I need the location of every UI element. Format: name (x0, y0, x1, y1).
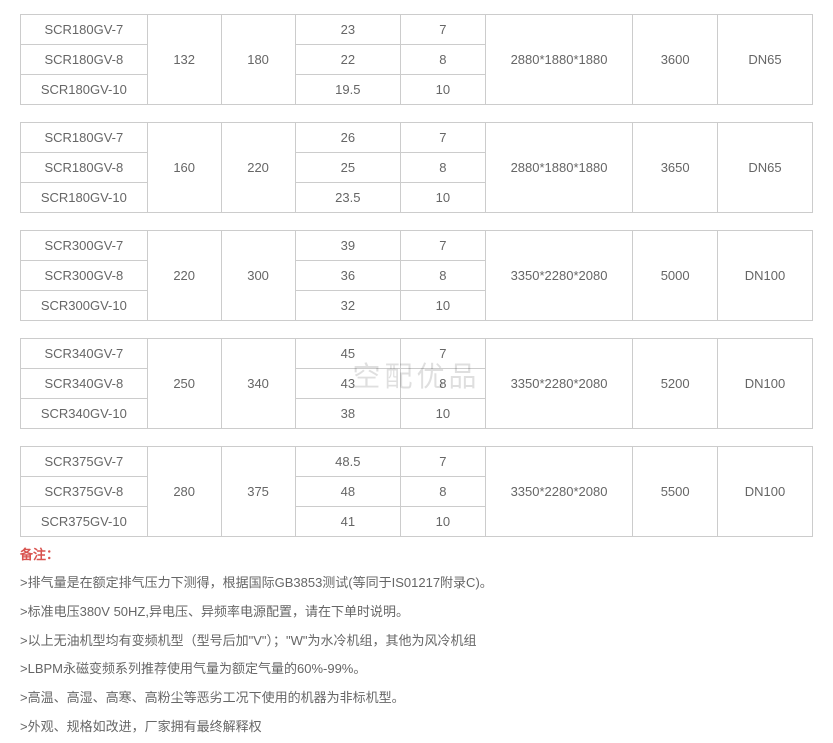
cell-model: SCR300GV-10 (21, 290, 148, 320)
cell-flow: 43 (295, 368, 401, 398)
notes-section: 备注： >排气量是在额定排气压力下测得，根据国际GB3853测试(等同于IS01… (0, 537, 833, 740)
cell-model: SCR375GV-8 (21, 476, 148, 506)
cell-power: 280 (147, 446, 221, 536)
cell-model: SCR375GV-7 (21, 446, 148, 476)
cell-connection: DN100 (717, 446, 812, 536)
cell-model: SCR180GV-10 (21, 74, 148, 104)
cell-dimensions: 2880*1880*1880 (485, 14, 633, 104)
cell-hp: 375 (221, 446, 295, 536)
note-line: >高温、高湿、高寒、高粉尘等恶劣工况下使用的机器为非标机型。 (20, 686, 813, 711)
cell-power: 160 (147, 122, 221, 212)
cell-flow: 23 (295, 14, 401, 44)
cell-pressure: 7 (401, 230, 485, 260)
cell-flow: 38 (295, 398, 401, 428)
cell-pressure: 10 (401, 290, 485, 320)
cell-weight: 3650 (633, 122, 717, 212)
cell-connection: DN100 (717, 338, 812, 428)
cell-model: SCR180GV-10 (21, 182, 148, 212)
cell-pressure: 10 (401, 182, 485, 212)
cell-flow: 19.5 (295, 74, 401, 104)
cell-pressure: 7 (401, 122, 485, 152)
cell-pressure: 8 (401, 152, 485, 182)
cell-connection: DN65 (717, 122, 812, 212)
cell-pressure: 10 (401, 506, 485, 536)
note-line: >排气量是在额定排气压力下测得，根据国际GB3853测试(等同于IS01217附… (20, 571, 813, 596)
cell-model: SCR300GV-7 (21, 230, 148, 260)
spacer-row (21, 320, 813, 338)
cell-pressure: 8 (401, 476, 485, 506)
cell-flow: 26 (295, 122, 401, 152)
note-line: >以上无油机型均有变频机型（型号后加"V"）；"W"为水冷机组，其他为风冷机组 (20, 629, 813, 654)
cell-hp: 180 (221, 14, 295, 104)
table-row: SCR300GV-72203003973350*2280*20805000DN1… (21, 230, 813, 260)
cell-power: 250 (147, 338, 221, 428)
cell-flow: 41 (295, 506, 401, 536)
cell-model: SCR340GV-7 (21, 338, 148, 368)
note-line: >标准电压380V 50HZ,异电压、异频率电源配置，请在下单时说明。 (20, 600, 813, 625)
cell-flow: 48.5 (295, 446, 401, 476)
cell-pressure: 8 (401, 44, 485, 74)
cell-dimensions: 3350*2280*2080 (485, 446, 633, 536)
cell-model: SCR340GV-10 (21, 398, 148, 428)
table-row: SCR375GV-728037548.573350*2280*20805500D… (21, 446, 813, 476)
cell-model: SCR375GV-10 (21, 506, 148, 536)
cell-dimensions: 2880*1880*1880 (485, 122, 633, 212)
cell-pressure: 7 (401, 14, 485, 44)
cell-model: SCR180GV-7 (21, 14, 148, 44)
cell-flow: 22 (295, 44, 401, 74)
cell-pressure: 8 (401, 368, 485, 398)
cell-hp: 220 (221, 122, 295, 212)
cell-flow: 48 (295, 476, 401, 506)
cell-model: SCR180GV-7 (21, 122, 148, 152)
cell-dimensions: 3350*2280*2080 (485, 338, 633, 428)
cell-model: SCR180GV-8 (21, 44, 148, 74)
note-line: >外观、规格如改进，厂家拥有最终解释权 (20, 715, 813, 740)
cell-hp: 300 (221, 230, 295, 320)
cell-flow: 25 (295, 152, 401, 182)
cell-flow: 39 (295, 230, 401, 260)
cell-connection: DN65 (717, 14, 812, 104)
table-row: SCR340GV-72503404573350*2280*20805200DN1… (21, 338, 813, 368)
spacer-row (21, 212, 813, 230)
table-row: SCR180GV-71321802372880*1880*18803600DN6… (21, 14, 813, 44)
cell-flow: 32 (295, 290, 401, 320)
cell-model: SCR180GV-8 (21, 152, 148, 182)
cell-flow: 36 (295, 260, 401, 290)
notes-title: 备注： (20, 543, 813, 568)
cell-weight: 3600 (633, 14, 717, 104)
cell-weight: 5000 (633, 230, 717, 320)
note-line: >LBPM永磁变频系列推荐使用气量为额定气量的60%-99%。 (20, 657, 813, 682)
cell-power: 220 (147, 230, 221, 320)
spec-table-container: SCR180GV-71321802372880*1880*18803600DN6… (0, 0, 833, 537)
cell-flow: 23.5 (295, 182, 401, 212)
cell-pressure: 7 (401, 338, 485, 368)
table-row: SCR180GV-71602202672880*1880*18803650DN6… (21, 122, 813, 152)
cell-model: SCR340GV-8 (21, 368, 148, 398)
cell-weight: 5200 (633, 338, 717, 428)
cell-model: SCR300GV-8 (21, 260, 148, 290)
cell-weight: 5500 (633, 446, 717, 536)
cell-pressure: 7 (401, 446, 485, 476)
cell-hp: 340 (221, 338, 295, 428)
cell-pressure: 8 (401, 260, 485, 290)
cell-pressure: 10 (401, 74, 485, 104)
spacer-row (21, 104, 813, 122)
spacer-row (21, 428, 813, 446)
cell-pressure: 10 (401, 398, 485, 428)
cell-dimensions: 3350*2280*2080 (485, 230, 633, 320)
cell-connection: DN100 (717, 230, 812, 320)
cell-flow: 45 (295, 338, 401, 368)
spec-table: SCR180GV-71321802372880*1880*18803600DN6… (20, 0, 813, 537)
cell-power: 132 (147, 14, 221, 104)
